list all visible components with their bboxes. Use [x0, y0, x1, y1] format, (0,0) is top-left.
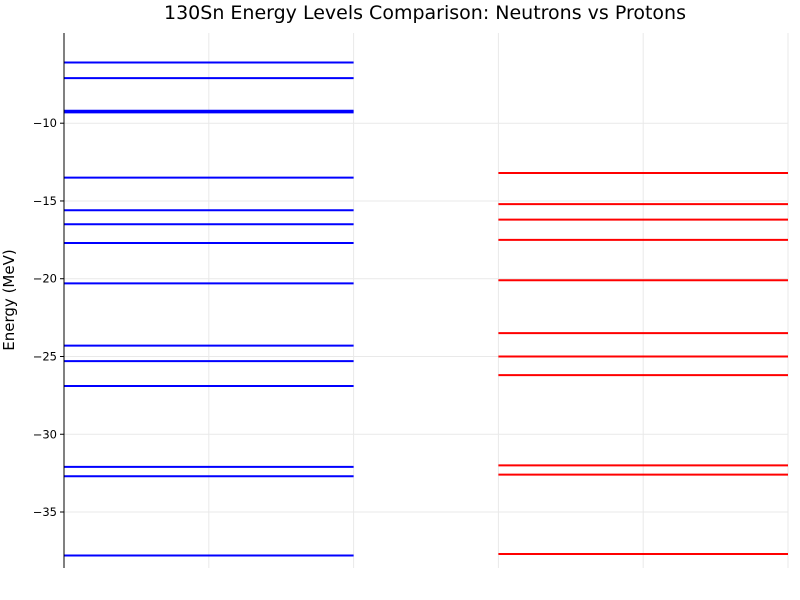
y-tick-label: −25 — [33, 349, 57, 363]
level-series-1 — [498, 171, 788, 556]
grid-lines — [64, 33, 789, 568]
y-tick-label: −35 — [33, 505, 57, 519]
level-series-0 — [64, 61, 354, 557]
y-tick-label: −30 — [33, 427, 57, 441]
energy-levels — [64, 61, 788, 557]
chart-title: 130Sn Energy Levels Comparison: Neutrons… — [164, 2, 686, 24]
y-tick-label: −10 — [33, 116, 57, 130]
y-tick-label: −15 — [33, 194, 57, 208]
y-axis-label: Energy (MeV) — [0, 249, 18, 350]
y-axis-ticks: −10 −15 −20 −25 −30 −35 — [33, 116, 64, 519]
y-tick-label: −20 — [33, 272, 57, 286]
